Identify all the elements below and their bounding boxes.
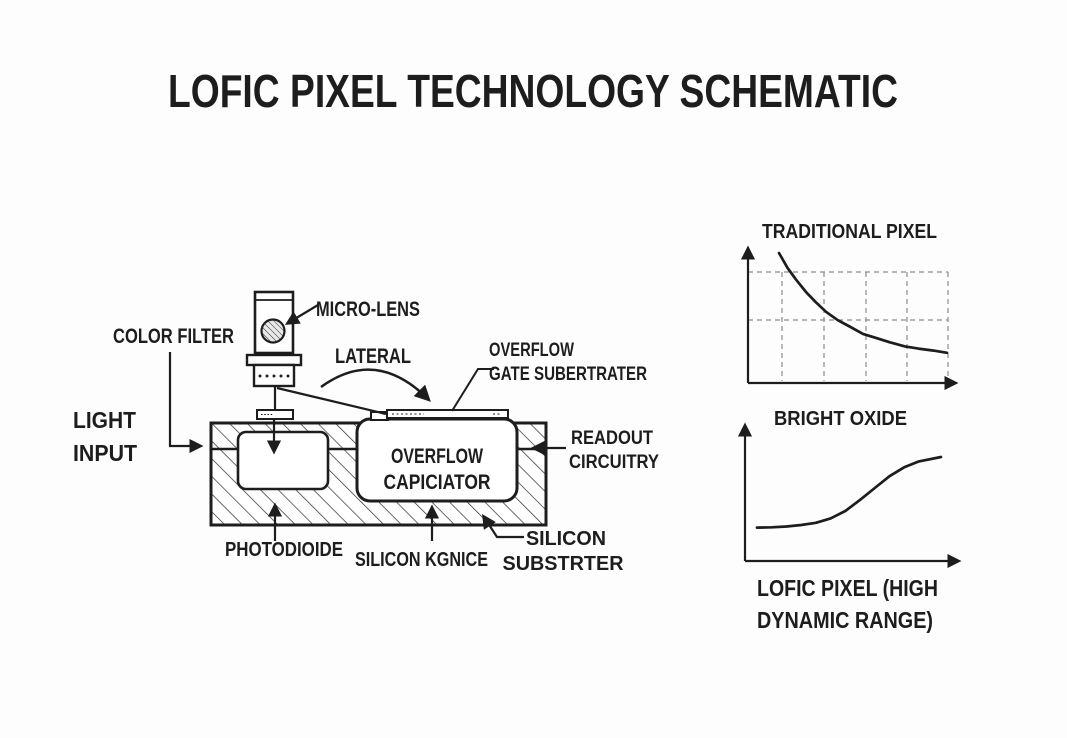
substrate-cross-section: [209, 409, 548, 527]
chart1-curve: [777, 251, 949, 355]
lens-dots: [258, 374, 290, 378]
label-lateral: LATERAL: [335, 345, 411, 368]
silicon-substrate-pointer-arrow: [482, 514, 524, 539]
label-readout-line2: CIRCUITRY: [569, 452, 659, 473]
label-silicon-substrate-line1: SILICON: [526, 528, 606, 550]
photodiode-well: [236, 430, 330, 491]
label-readout-line1: READOUT: [571, 428, 653, 449]
chart2-caption-line2: DYNAMIC RANGE): [757, 607, 933, 633]
lens-to-gate-line: [276, 386, 387, 416]
micro-lens-stack: [245, 290, 303, 420]
micro-lens-element: [260, 318, 286, 344]
lateral-curved-arrow: [320, 368, 431, 402]
label-silicon-substrate-line2: SUBSTRTER: [503, 553, 625, 575]
chart2-caption-line1: LOFIC PIXEL (HIGH: [757, 575, 938, 601]
page-title: LOFIC PIXEL TECHNOLOGY SCHEMATIC: [168, 65, 898, 117]
lens-flange: [245, 353, 303, 367]
label-capacitor-line2: CAPICIATOR: [384, 471, 491, 494]
label-silicon-device: SILICON KGNICE: [355, 549, 488, 571]
chart-lofic-pixel: BRIGHT OXIDE LOFIC PIXEL (HIGH DYNAMIC R…: [737, 408, 962, 633]
label-overflow-gate-line1: OVERFLOW: [489, 340, 574, 361]
label-color-filter: COLOR FILTER: [113, 325, 234, 348]
label-micro-lens: MICRO-LENS: [316, 298, 420, 321]
connectors: [168, 304, 566, 541]
chart2-curve: [755, 455, 943, 529]
label-light-input-line1: LIGHT: [73, 407, 136, 433]
label-overflow-gate-line2: GATE SUBERTRATER: [489, 364, 647, 385]
overflow-gate-bar: [386, 409, 509, 419]
label-photodiode: PHOTODIOIDE: [225, 539, 343, 561]
color-filter-pointer-arrow: [168, 352, 204, 454]
label-capacitor-line1: OVERFLOW: [391, 445, 483, 468]
micro-lens-pointer-arrow: [284, 304, 319, 325]
chart1-title: TRADITIONAL PIXEL: [762, 221, 937, 243]
label-light-input-line2: INPUT: [73, 440, 137, 466]
overflow-gate-pointer-line: [451, 368, 494, 412]
chart2-title: BRIGHT OXIDE: [774, 408, 907, 430]
chart-traditional-pixel: TRADITIONAL PIXEL: [740, 221, 959, 391]
chart1-grid: [748, 271, 949, 381]
